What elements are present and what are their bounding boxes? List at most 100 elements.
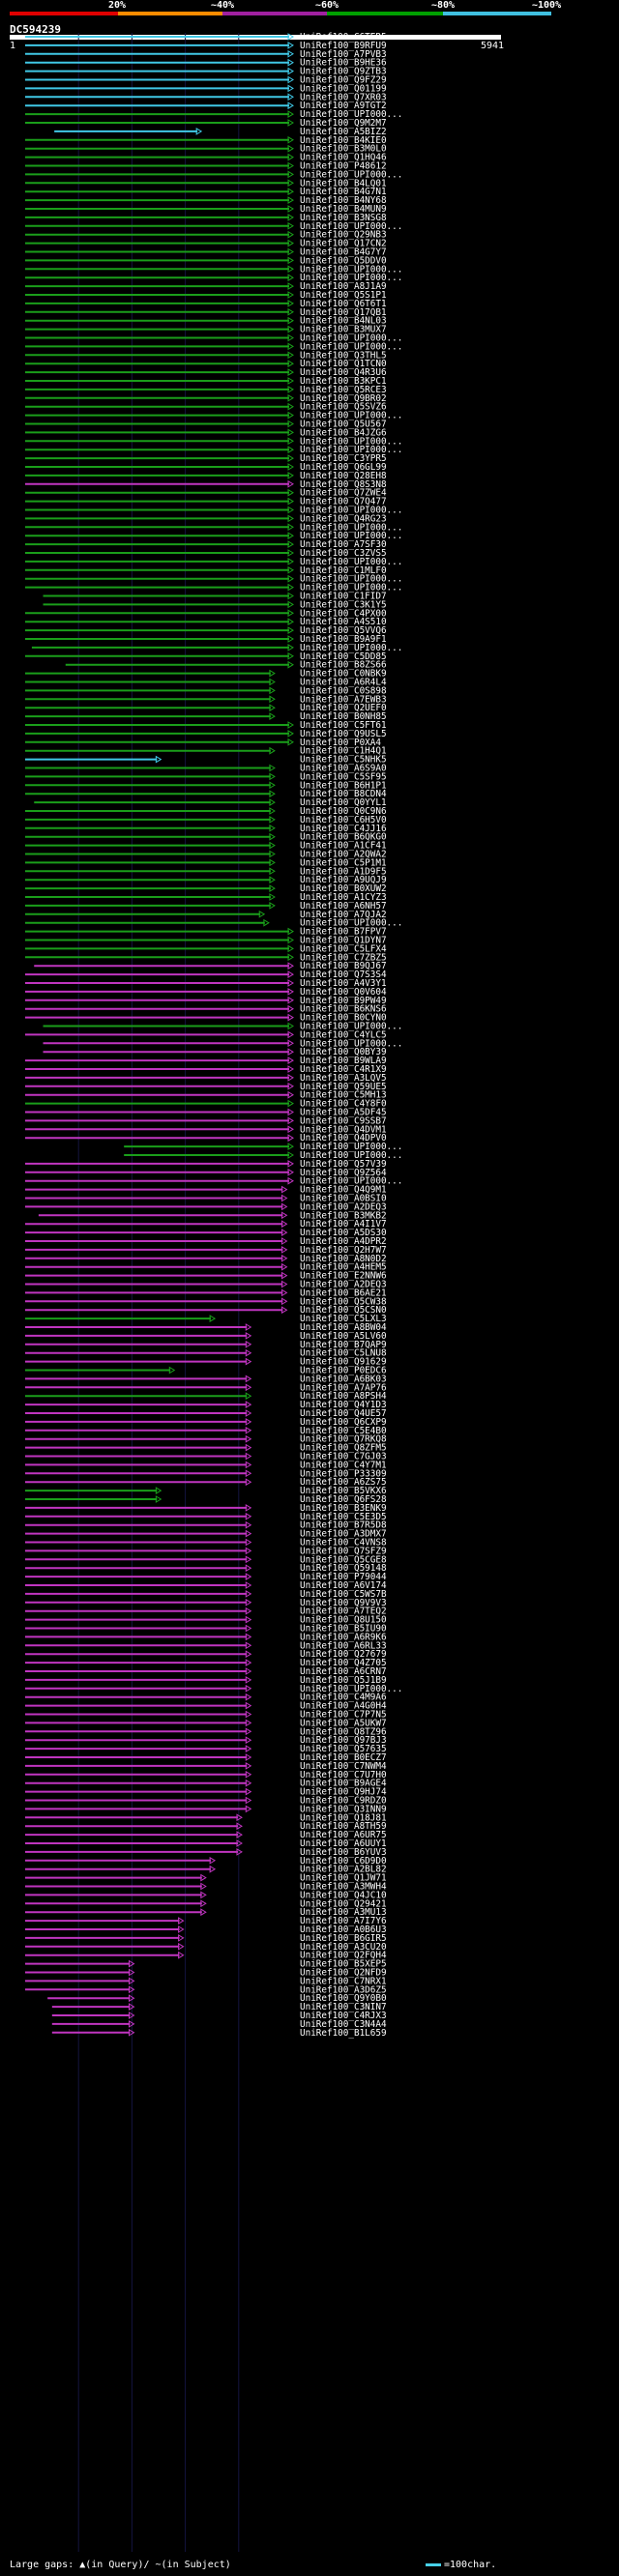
hit-label: UniRef100_A6S9A0 <box>300 764 387 774</box>
hit-arrowhead <box>287 393 294 402</box>
hit-label: UniRef100_C3YPR5 <box>300 453 387 464</box>
hit-label: UniRef100_Q2FQH4 <box>300 1951 387 1961</box>
hit-arrowhead <box>287 1125 294 1134</box>
hit-label: UniRef100_C1H4Q1 <box>300 746 387 757</box>
hit-arrowhead <box>287 1013 294 1022</box>
hit-arrowhead <box>236 1831 243 1838</box>
hit-arrowhead <box>287 592 294 600</box>
hit-arrowhead <box>263 918 270 927</box>
hit-label: UniRef100_Q9BR02 <box>300 393 387 404</box>
hit-label: UniRef100_Q18J81 <box>300 1812 387 1823</box>
scale-legend: =100char. <box>426 2560 496 2570</box>
hit-arrowhead <box>269 686 276 695</box>
hit-label: UniRef100_A5LV60 <box>300 1331 387 1342</box>
hit-arrowhead <box>245 1340 252 1348</box>
hit-label: UniRef100_C7GJ03 <box>300 1452 387 1462</box>
hit-label: UniRef100_C6H5V0 <box>300 815 387 825</box>
hit-arrowhead <box>287 472 294 479</box>
hit-arrowhead <box>287 1048 294 1056</box>
hit-label: UniRef100_C7P7N5 <box>300 1710 387 1721</box>
hit-arrowhead <box>287 221 294 230</box>
hit-arrowhead <box>245 1375 252 1383</box>
hit-label: UniRef100_Q7S3S4 <box>300 970 387 980</box>
hit-label: UniRef100_B9PW49 <box>300 996 387 1006</box>
hit-arrowhead <box>280 1306 288 1315</box>
hit-arrowhead <box>245 1529 252 1538</box>
hit-arrowhead <box>287 988 294 996</box>
hit-arrowhead <box>269 884 276 892</box>
hit-label: UniRef100_A4HEM5 <box>300 1262 387 1273</box>
hit-arrowhead <box>287 1168 294 1176</box>
hit-arrowhead <box>287 428 294 437</box>
hit-label: UniRef100_C1FID7 <box>300 592 387 602</box>
hit-arrowhead <box>287 635 294 643</box>
hit-label: UniRef100_B9AGE4 <box>300 1779 387 1789</box>
hit-label: UniRef100_A3CU20 <box>300 1942 387 1953</box>
hit-label: UniRef100_C0S898 <box>300 685 387 696</box>
hit-label: UniRef100_A6ZS75 <box>300 1477 387 1488</box>
hit-arrowhead <box>245 1434 252 1443</box>
hit-label: UniRef100_A7TEQ2 <box>300 1606 387 1617</box>
hit-arrowhead <box>245 1676 252 1684</box>
hit-arrowhead <box>269 695 276 704</box>
hit-label: UniRef100_Q9M2M7 <box>300 118 387 129</box>
hit-arrowhead <box>269 798 276 806</box>
hit-arrowhead <box>287 1090 294 1099</box>
hit-arrowhead <box>287 497 294 506</box>
hit-arrowhead <box>178 1925 185 1933</box>
hit-label: UniRef100_C5P1M1 <box>300 857 387 868</box>
hit-arrowhead <box>128 2028 135 2037</box>
hit-arrowhead <box>280 1254 288 1262</box>
hit-label: UniRef100_B6QKG0 <box>300 832 387 843</box>
hit-label: UniRef100_B9WLA9 <box>300 1056 387 1066</box>
hit-label: UniRef100_P0EDC6 <box>300 1366 387 1376</box>
hit-arrowhead <box>128 1985 135 1994</box>
hit-arrowhead <box>287 325 294 333</box>
hit-arrowhead <box>280 1194 288 1202</box>
hit-label: UniRef100_UPI000... <box>300 531 402 541</box>
hit-label: UniRef100_B4NY68 <box>300 195 387 206</box>
hit-arrowhead <box>245 1727 252 1736</box>
hit-arrowhead <box>287 437 294 446</box>
hit-label: UniRef100_Q4RG23 <box>300 513 387 524</box>
hit-arrowhead <box>245 1357 252 1366</box>
hit-label: UniRef100_C4RJX3 <box>300 2011 387 2021</box>
hit-arrowhead <box>128 2012 135 2019</box>
hit-arrowhead <box>195 128 203 135</box>
hit-arrowhead <box>287 506 294 514</box>
hit-label: UniRef100_A3DMX7 <box>300 1529 387 1540</box>
hit-arrowhead <box>287 953 294 962</box>
hit-arrowhead <box>269 678 276 686</box>
hit-arrowhead <box>245 1779 252 1787</box>
hit-arrowhead <box>287 351 294 360</box>
hit-label: UniRef100_C4PX00 <box>300 608 387 619</box>
legend-bar-purple <box>222 12 327 15</box>
hit-label: UniRef100_UPI000... <box>300 643 402 653</box>
hit-arrowhead <box>287 549 294 557</box>
hit-arrowhead <box>178 1942 185 1951</box>
hit-label: UniRef100_Q57V39 <box>300 1159 387 1170</box>
query-name: DC594239 <box>10 23 61 36</box>
hit-label: UniRef100_A3LQV5 <box>300 1073 387 1084</box>
hit-arrowhead <box>269 790 276 798</box>
legend-tick-80: ~80% <box>431 0 456 11</box>
hit-arrowhead <box>287 565 294 574</box>
hit-label: UniRef100_A3MU13 <box>300 1907 387 1918</box>
hit-label: UniRef100_E2NNW6 <box>300 1271 387 1282</box>
hit-label: UniRef100_C5WS7B <box>300 1589 387 1600</box>
hit-label: UniRef100_Q59UE5 <box>300 1082 387 1092</box>
hit-label: UniRef100_Q1JW71 <box>300 1873 387 1884</box>
hit-arrowhead <box>245 1573 252 1580</box>
query-start: 1 <box>10 41 16 51</box>
hit-label: UniRef100_C7NRX1 <box>300 1976 387 1986</box>
hit-arrowhead <box>287 110 294 118</box>
hit-arrowhead <box>287 1056 294 1064</box>
hit-label: UniRef100_C9RDZ0 <box>300 1796 387 1807</box>
hit-arrowhead <box>287 1134 294 1143</box>
hit-label: UniRef100_UPI000... <box>300 436 402 447</box>
hit-label: UniRef100_C6D9D0 <box>300 1856 387 1867</box>
hit-label: UniRef100_C5FT61 <box>300 720 387 731</box>
hit-arrowhead <box>287 523 294 532</box>
hit-arrowhead <box>287 153 294 161</box>
hit-label: UniRef100_B5XEP5 <box>300 1959 387 1970</box>
